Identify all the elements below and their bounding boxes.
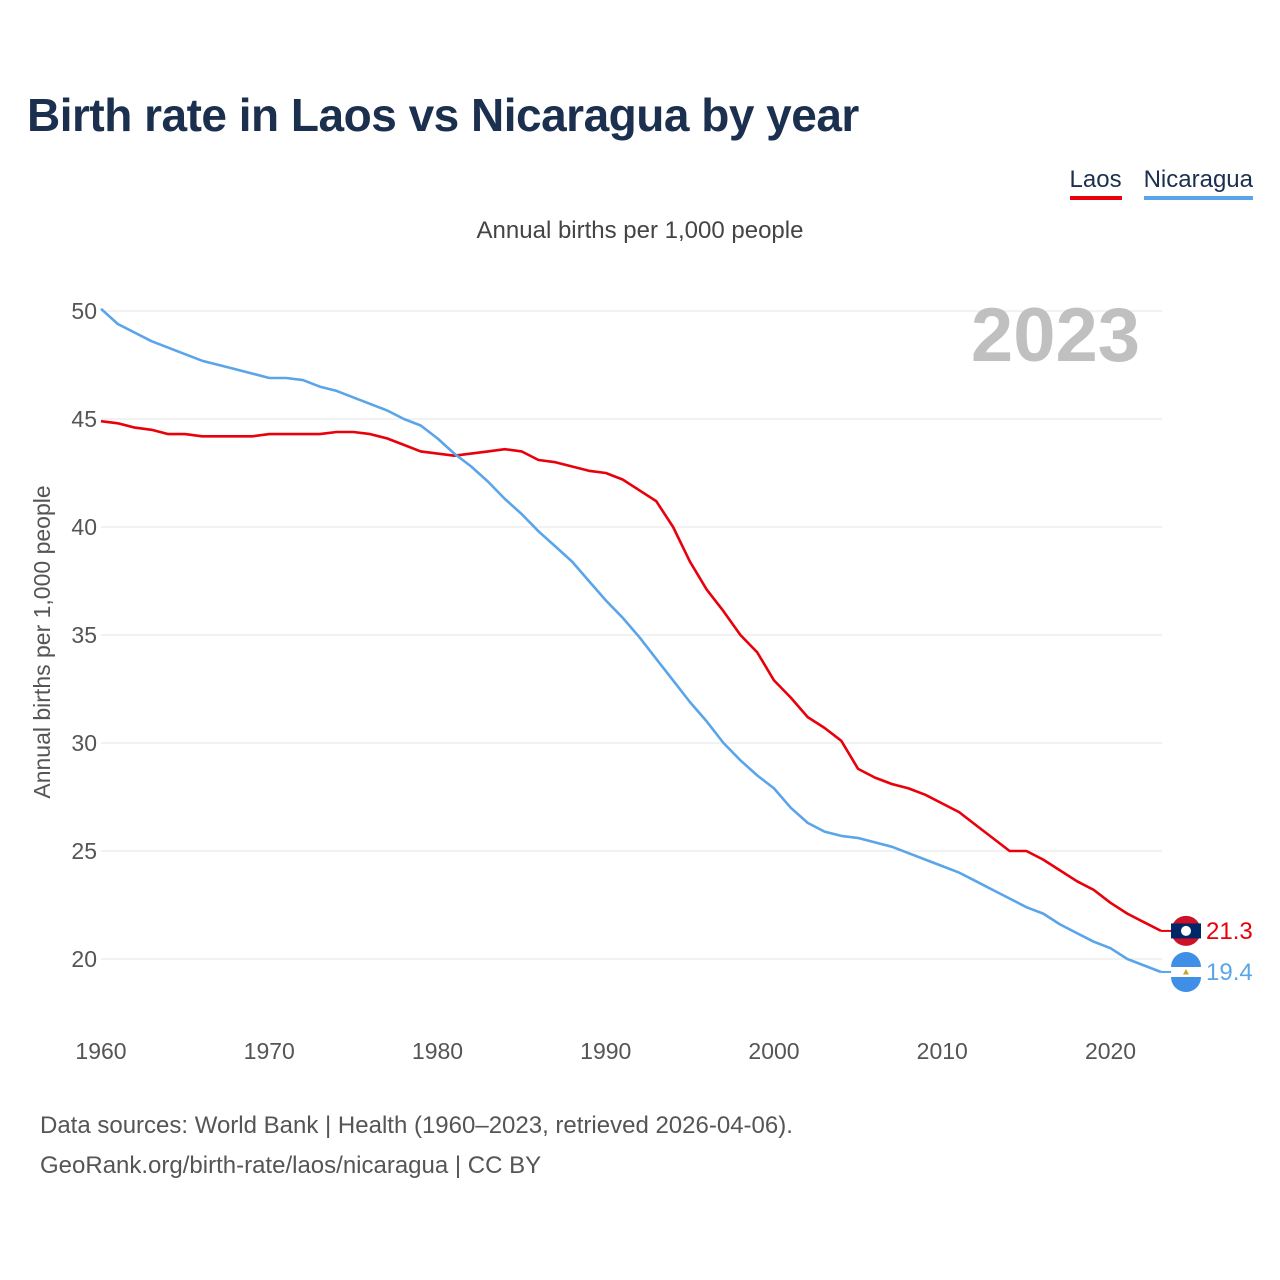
x-tick-label: 2000	[748, 1038, 799, 1064]
y-tick-label: 45	[71, 406, 97, 432]
end-value-label-nicaragua: 19.4	[1206, 959, 1253, 986]
x-tick-label: 1990	[580, 1038, 631, 1064]
y-tick-label: 35	[71, 622, 97, 648]
source-link[interactable]: GeoRank.org/birth-rate/laos/nicaragua | …	[40, 1152, 542, 1179]
chart-subtitle: Annual births per 1,000 people	[476, 217, 804, 244]
y-tick-label: 25	[71, 838, 97, 864]
gridlines	[101, 310, 1162, 960]
data-source-text: Data sources: World Bank | Health (1960–…	[40, 1112, 793, 1139]
y-tick-label: 20	[71, 946, 97, 972]
current-year-label: 2023	[971, 293, 1140, 378]
y-tick-label: 40	[71, 514, 97, 540]
chart-title: Birth rate in Laos vs Nicaragua by year	[27, 89, 859, 141]
y-axis-ticks: 20 25 30 35 40 45 50	[71, 298, 97, 972]
footer: Data sources: World Bank | Health (1960–…	[40, 1106, 793, 1186]
x-tick-label: 1960	[75, 1038, 126, 1064]
legend-item-nicaragua[interactable]: Nicaragua	[1143, 166, 1253, 200]
laos-flag-icon	[1171, 915, 1201, 946]
x-tick-label: 1980	[412, 1038, 463, 1064]
series-lines	[100, 307, 1172, 974]
series-end-markers: 21.3 19.4	[1171, 915, 1253, 992]
legend-item-laos[interactable]: Laos	[1069, 166, 1122, 200]
x-tick-label: 2010	[917, 1038, 968, 1064]
x-tick-label: 2020	[1085, 1038, 1136, 1064]
x-tick-label: 1970	[244, 1038, 295, 1064]
x-axis-ticks: 1960 1970 1980 1990 2000 2010 2020	[75, 1038, 1136, 1064]
y-axis-label: Annual births per 1,000 people	[29, 485, 55, 798]
end-value-label-laos: 21.3	[1206, 918, 1253, 945]
legend: Laos Nicaragua	[1069, 166, 1253, 200]
nicaragua-flag-icon	[1171, 951, 1201, 992]
y-tick-label: 50	[71, 298, 97, 324]
y-tick-label: 30	[71, 730, 97, 756]
series-line-nicaragua	[100, 307, 1162, 974]
series-line-laos	[100, 419, 1162, 933]
